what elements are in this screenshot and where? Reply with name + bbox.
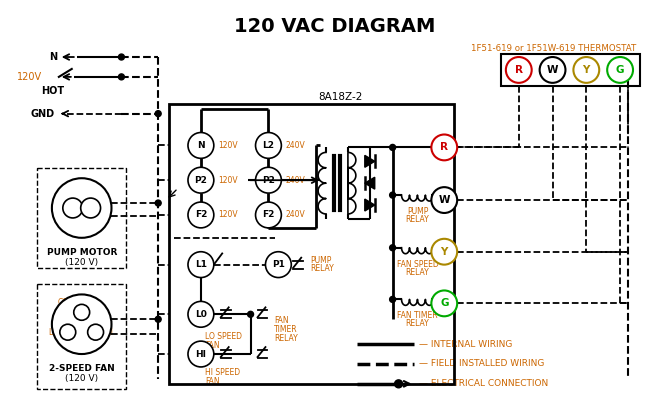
Text: — ELECTRICAL CONNECTION: — ELECTRICAL CONNECTION bbox=[419, 379, 549, 388]
Text: P2: P2 bbox=[262, 176, 275, 185]
Polygon shape bbox=[364, 199, 375, 211]
Text: HOT: HOT bbox=[42, 86, 64, 96]
Text: 120V: 120V bbox=[218, 210, 237, 220]
Text: W: W bbox=[439, 195, 450, 205]
Text: L2: L2 bbox=[263, 141, 275, 150]
Circle shape bbox=[506, 57, 532, 83]
Circle shape bbox=[63, 198, 82, 218]
Circle shape bbox=[60, 324, 76, 340]
Text: FAN: FAN bbox=[275, 316, 289, 325]
Circle shape bbox=[255, 202, 281, 228]
Text: FAN TIMER: FAN TIMER bbox=[397, 311, 438, 320]
Text: R: R bbox=[440, 142, 448, 153]
Circle shape bbox=[431, 187, 457, 213]
Text: Y: Y bbox=[441, 247, 448, 257]
Text: RELAY: RELAY bbox=[405, 215, 429, 224]
Circle shape bbox=[248, 311, 253, 317]
Text: — FIELD INSTALLED WIRING: — FIELD INSTALLED WIRING bbox=[419, 360, 545, 368]
Circle shape bbox=[188, 341, 214, 367]
Circle shape bbox=[255, 132, 281, 158]
Circle shape bbox=[188, 301, 214, 327]
Text: 2-SPEED FAN: 2-SPEED FAN bbox=[49, 364, 115, 373]
Text: 240V: 240V bbox=[285, 176, 305, 185]
Circle shape bbox=[119, 54, 125, 60]
Text: 240V: 240V bbox=[285, 210, 305, 220]
Circle shape bbox=[539, 57, 565, 83]
Circle shape bbox=[188, 132, 214, 158]
Text: TIMER: TIMER bbox=[275, 325, 298, 334]
Text: Y: Y bbox=[583, 65, 590, 75]
Text: HI SPEED: HI SPEED bbox=[205, 368, 240, 377]
Text: F2: F2 bbox=[195, 210, 207, 220]
Text: 240V: 240V bbox=[285, 141, 305, 150]
Text: LO SPEED: LO SPEED bbox=[205, 332, 242, 341]
Text: FAN SPEED: FAN SPEED bbox=[397, 260, 438, 269]
Text: — INTERNAL WIRING: — INTERNAL WIRING bbox=[419, 340, 513, 349]
Text: 120V: 120V bbox=[218, 176, 237, 185]
Circle shape bbox=[390, 296, 395, 303]
Text: RELAY: RELAY bbox=[275, 334, 298, 343]
Circle shape bbox=[431, 239, 457, 265]
Circle shape bbox=[155, 316, 161, 322]
Circle shape bbox=[255, 167, 281, 193]
Circle shape bbox=[395, 380, 403, 388]
Circle shape bbox=[390, 145, 395, 150]
Bar bbox=[501, 54, 640, 86]
Bar bbox=[169, 104, 454, 384]
Text: FAN: FAN bbox=[205, 377, 220, 386]
Text: FAN: FAN bbox=[205, 341, 220, 350]
Text: L0: L0 bbox=[195, 310, 207, 319]
Polygon shape bbox=[364, 155, 375, 167]
Text: RELAY: RELAY bbox=[310, 264, 334, 273]
Text: 8A18Z-2: 8A18Z-2 bbox=[318, 92, 362, 102]
Text: PUMP: PUMP bbox=[310, 256, 332, 265]
Text: COM: COM bbox=[58, 298, 76, 307]
Text: N: N bbox=[197, 141, 205, 150]
Polygon shape bbox=[364, 177, 375, 189]
Circle shape bbox=[188, 202, 214, 228]
Circle shape bbox=[390, 192, 395, 198]
Text: HI: HI bbox=[196, 349, 206, 359]
Text: G: G bbox=[616, 65, 624, 75]
Text: GND: GND bbox=[30, 109, 54, 119]
Circle shape bbox=[80, 198, 100, 218]
Circle shape bbox=[431, 134, 457, 160]
Text: PUMP MOTOR: PUMP MOTOR bbox=[46, 248, 117, 257]
Circle shape bbox=[155, 200, 161, 206]
Text: RELAY: RELAY bbox=[405, 268, 429, 277]
Text: R: R bbox=[515, 65, 523, 75]
Circle shape bbox=[155, 111, 161, 116]
Circle shape bbox=[390, 245, 395, 251]
Circle shape bbox=[265, 252, 291, 277]
Circle shape bbox=[52, 178, 111, 238]
Text: (120 V): (120 V) bbox=[65, 374, 98, 383]
Text: P2: P2 bbox=[194, 176, 207, 185]
Circle shape bbox=[74, 304, 90, 320]
Circle shape bbox=[574, 57, 599, 83]
Text: 120V: 120V bbox=[17, 72, 42, 82]
Text: 120 VAC DIAGRAM: 120 VAC DIAGRAM bbox=[234, 17, 436, 36]
Text: RELAY: RELAY bbox=[405, 319, 429, 328]
Circle shape bbox=[52, 295, 111, 354]
Text: HI: HI bbox=[106, 328, 113, 337]
Text: PUMP: PUMP bbox=[407, 207, 428, 216]
Text: 120V: 120V bbox=[218, 141, 237, 150]
Text: 1F51-619 or 1F51W-619 THERMOSTAT: 1F51-619 or 1F51W-619 THERMOSTAT bbox=[471, 44, 636, 52]
Text: L1: L1 bbox=[195, 260, 207, 269]
Text: (120 V): (120 V) bbox=[65, 258, 98, 266]
Circle shape bbox=[88, 324, 104, 340]
Circle shape bbox=[188, 252, 214, 277]
Bar bbox=[37, 168, 127, 268]
Text: N: N bbox=[49, 52, 57, 62]
Text: W: W bbox=[547, 65, 558, 75]
Circle shape bbox=[119, 74, 125, 80]
Text: LO: LO bbox=[48, 328, 58, 337]
Circle shape bbox=[607, 57, 633, 83]
Text: G: G bbox=[440, 298, 448, 308]
Circle shape bbox=[431, 290, 457, 316]
Bar bbox=[37, 285, 127, 389]
Circle shape bbox=[188, 167, 214, 193]
Text: F2: F2 bbox=[262, 210, 275, 220]
Text: P1: P1 bbox=[272, 260, 285, 269]
